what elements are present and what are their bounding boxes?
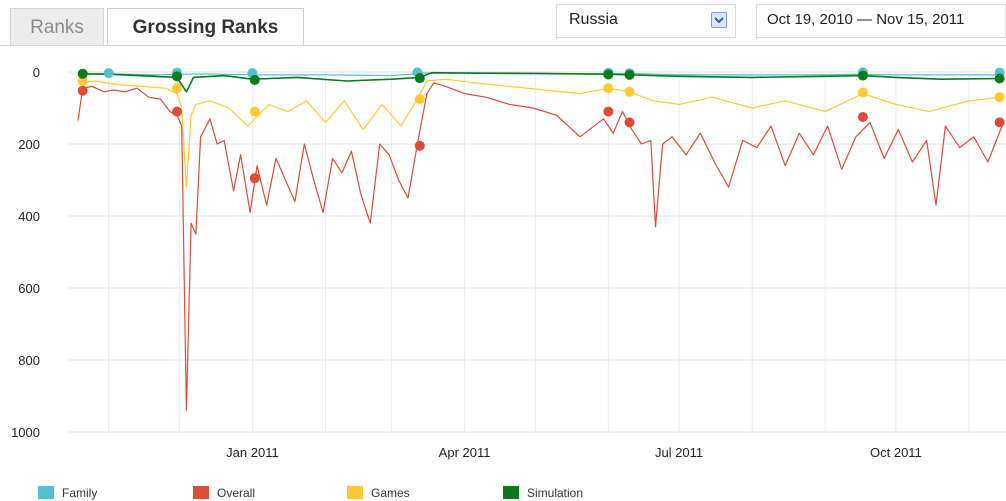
y-tick-label: 600 bbox=[18, 281, 40, 296]
data-point-simulation bbox=[624, 69, 635, 80]
tab-divider bbox=[0, 45, 1006, 46]
data-point-simulation bbox=[77, 68, 88, 79]
legend-item-overall: Overall bbox=[193, 484, 255, 500]
data-point-overall bbox=[624, 117, 635, 128]
y-tick-label: 0 bbox=[33, 65, 40, 80]
data-point-overall bbox=[249, 173, 260, 184]
legend-swatch bbox=[38, 486, 54, 500]
tab-ranks[interactable]: Ranks bbox=[10, 8, 104, 46]
data-point-games bbox=[414, 94, 425, 104]
chevron-down-icon[interactable] bbox=[711, 12, 727, 28]
data-point-games bbox=[994, 92, 1005, 103]
y-tick-label: 200 bbox=[18, 137, 40, 152]
data-point-simulation bbox=[857, 70, 868, 81]
x-tick-label: Apr 2011 bbox=[439, 445, 491, 460]
series-line-games bbox=[77, 78, 1003, 188]
legend-swatch bbox=[347, 486, 363, 500]
data-point-simulation bbox=[172, 71, 182, 82]
legend-label: Overall bbox=[217, 485, 256, 500]
x-tick-label: Oct 2011 bbox=[870, 445, 922, 460]
y-tick-label: 800 bbox=[18, 353, 40, 368]
legend-item-games: Games bbox=[347, 484, 410, 500]
data-point-games bbox=[249, 106, 260, 117]
y-tick-label: 400 bbox=[18, 209, 40, 224]
legend-label: Family bbox=[62, 485, 98, 500]
legend-swatch bbox=[503, 486, 519, 500]
data-point-overall bbox=[994, 117, 1005, 128]
data-point-games bbox=[172, 83, 182, 94]
data-point-simulation bbox=[994, 73, 1005, 84]
x-tick-label: Jul 2011 bbox=[655, 445, 703, 460]
rank-chart: 0 200 400 600 800 1000 Jan 2011 Apr 2011 Jul 201… bbox=[11, 65, 1006, 460]
data-point-simulation bbox=[414, 73, 425, 84]
legend-label: Simulation bbox=[527, 485, 584, 500]
legend-item-family: Family bbox=[38, 484, 97, 500]
y-tick-label: 1000 bbox=[11, 425, 40, 440]
data-point-overall bbox=[414, 140, 425, 151]
x-tick-label: Jan 2011 bbox=[226, 445, 279, 460]
data-point-overall bbox=[603, 106, 614, 117]
legend-swatch bbox=[193, 486, 209, 500]
date-range-picker[interactable]: Oct 19, 2010 — Nov 15, 2011 bbox=[756, 4, 1006, 38]
series-line-overall bbox=[77, 82, 1003, 411]
data-point-family bbox=[103, 68, 114, 79]
legend-item-simulation: Simulation bbox=[503, 484, 583, 500]
tab-bar: Ranks Grossing Ranks bbox=[0, 0, 560, 46]
data-point-games bbox=[624, 86, 635, 97]
tab-grossing-ranks[interactable]: Grossing Ranks bbox=[107, 8, 304, 46]
data-point-games bbox=[857, 87, 868, 98]
data-point-overall bbox=[172, 106, 182, 117]
data-point-overall bbox=[77, 85, 88, 96]
country-select-value: Russia bbox=[569, 11, 618, 28]
data-point-simulation bbox=[603, 69, 614, 80]
legend-label: Games bbox=[371, 485, 410, 500]
data-point-simulation bbox=[249, 74, 260, 85]
country-select[interactable]: Russia bbox=[556, 4, 736, 38]
date-range-label: Oct 19, 2010 — Nov 15, 2011 bbox=[767, 11, 965, 28]
data-point-overall bbox=[857, 112, 868, 122]
data-point-games bbox=[77, 76, 88, 86]
data-point-games bbox=[603, 83, 614, 94]
